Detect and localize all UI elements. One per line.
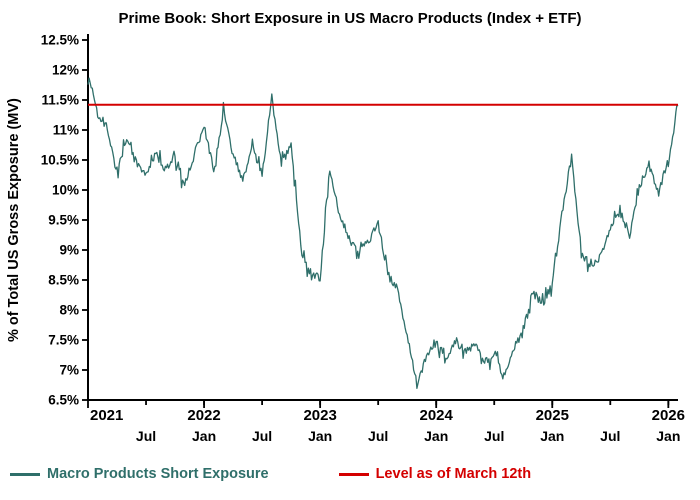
legend-label-reference: Level as of March 12th <box>375 466 532 482</box>
y-tick-label: 11% <box>53 123 79 138</box>
y-tick-label: 8.5% <box>48 273 79 288</box>
x-year-label: 2026 <box>652 407 685 424</box>
y-tick-label: 7.5% <box>48 333 79 348</box>
x-year-label: 2025 <box>536 407 569 424</box>
x-month-label: Jul <box>252 428 272 444</box>
y-tick-label: 6.5% <box>48 393 79 408</box>
x-year-label: 2021 <box>90 407 123 424</box>
x-year-label: 2022 <box>187 407 220 424</box>
y-tick-label: 10.5% <box>41 153 79 168</box>
x-axis: Jul Jan Jul Jan Jul Jan Jul Jan Jul Jan 2021 2022 20… <box>87 400 685 444</box>
y-tick-label: 12.5% <box>41 33 79 48</box>
axes <box>87 34 678 401</box>
y-tick-label: 11.5% <box>41 93 79 108</box>
x-month-label: Jan <box>308 428 332 444</box>
y-tick-label: 9.5% <box>48 213 79 228</box>
chart-legend: Macro Products Short Exposure Level as o… <box>10 466 531 482</box>
x-year-label: 2023 <box>303 407 336 424</box>
x-month-label: Jan <box>424 428 448 444</box>
x-month-label: Jan <box>540 428 564 444</box>
x-month-label: Jul <box>484 428 504 444</box>
x-month-label: Jul <box>368 428 388 444</box>
x-month-label: Jul <box>136 428 156 444</box>
y-tick-label: 9% <box>59 243 79 258</box>
legend-label-series: Macro Products Short Exposure <box>47 466 269 482</box>
legend-item-series: Macro Products Short Exposure <box>10 466 269 482</box>
y-tick-label: 8% <box>59 303 79 318</box>
y-tick-label: 10% <box>52 183 79 198</box>
x-month-label: Jan <box>192 428 216 444</box>
series-line <box>87 77 679 389</box>
x-year-label: 2024 <box>420 407 454 424</box>
y-tick-label: 12% <box>52 63 79 78</box>
series-line-swatch <box>10 472 40 476</box>
chart-title: Prime Book: Short Exposure in US Macro P… <box>118 10 582 27</box>
y-axis: 6.5% 7% 7.5% 8% 8.5% 9% 9.5% 10% 10.5% 11% 11.5% 12… <box>41 33 88 408</box>
reference-line-swatch <box>338 472 369 476</box>
x-month-label: Jul <box>600 428 620 444</box>
x-month-label: Jan <box>656 428 680 444</box>
y-tick-label: 7% <box>59 363 79 378</box>
legend-item-reference: Level as of March 12th <box>338 466 532 482</box>
